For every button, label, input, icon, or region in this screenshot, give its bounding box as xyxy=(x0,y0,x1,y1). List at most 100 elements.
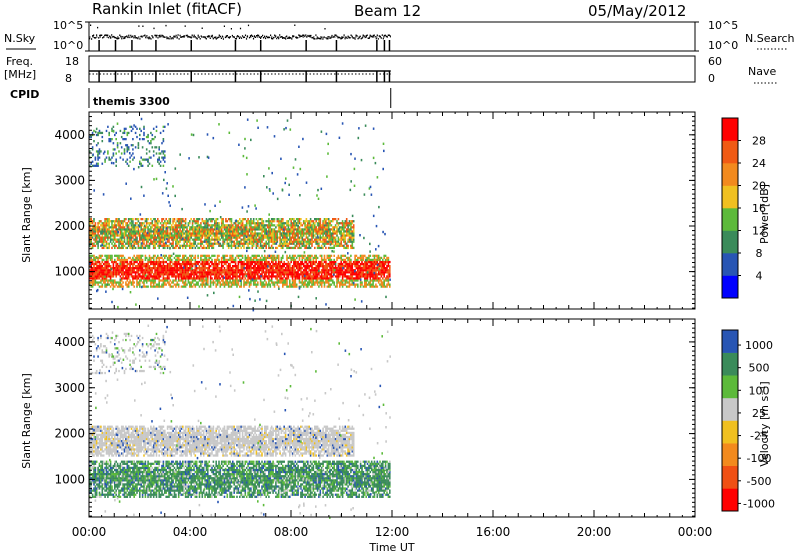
scatter-cell xyxy=(219,267,222,270)
scatter-cell xyxy=(319,265,322,268)
scatter-cell xyxy=(137,273,140,276)
scatter-cell xyxy=(175,262,177,266)
scatter-cell xyxy=(284,277,287,280)
scatter-cell xyxy=(227,236,230,239)
scatter-cell xyxy=(279,236,281,239)
scatter-cell xyxy=(159,236,162,239)
scatter-cell xyxy=(130,226,133,229)
scatter-cell xyxy=(184,277,187,280)
scatter-cell xyxy=(290,285,292,288)
scatter-cell xyxy=(225,281,227,284)
scatter-cell xyxy=(179,254,181,257)
scatter-cell xyxy=(302,281,305,284)
scatter-cell xyxy=(315,277,317,280)
scatter-cell xyxy=(198,265,201,268)
scatter-cell xyxy=(334,271,337,274)
scatter-cell xyxy=(104,277,106,280)
scatter-cell xyxy=(323,224,326,227)
scatter-cell xyxy=(114,220,116,223)
scatter-cell xyxy=(184,222,187,225)
scatter-cell xyxy=(170,265,173,268)
scatter-cell xyxy=(97,283,99,286)
scatter-cell xyxy=(207,224,209,227)
scatter-cell xyxy=(133,285,135,288)
scatter-cell xyxy=(100,265,102,268)
scatter-cell xyxy=(344,246,347,250)
scatter-cell xyxy=(250,222,252,225)
scatter-cell xyxy=(105,267,108,270)
scatter-cell xyxy=(252,275,255,278)
scatter-cell xyxy=(127,273,130,276)
scatter-cell xyxy=(264,283,266,286)
scatter-cell xyxy=(177,262,180,266)
scatter-cell xyxy=(120,232,123,235)
scatter-cell xyxy=(180,238,183,241)
scatter-cell xyxy=(290,256,292,260)
scatter-cell xyxy=(333,244,335,247)
scatter-cell xyxy=(172,279,174,282)
scatter-cell xyxy=(254,224,256,227)
scatter-cell xyxy=(387,262,390,266)
scatter-cell xyxy=(369,277,372,280)
scatter-cell xyxy=(294,283,297,286)
scatter-cell xyxy=(162,224,165,227)
scatter-cell xyxy=(298,267,301,270)
scatter-cell xyxy=(372,285,374,288)
scatter-cell xyxy=(329,240,331,243)
scatter-cell xyxy=(140,277,142,280)
scatter-cell xyxy=(223,240,226,243)
scatter-cell xyxy=(95,230,98,233)
scatter-cell xyxy=(382,271,384,274)
scatter-cell xyxy=(273,271,276,274)
scatter-cell xyxy=(90,240,92,243)
scatter-cell xyxy=(176,224,179,227)
scatter-cell xyxy=(251,242,254,245)
scatter-cell xyxy=(322,265,324,268)
scatter-cell xyxy=(198,238,201,241)
scatter-cell xyxy=(340,234,342,237)
scatter-cell xyxy=(245,283,248,286)
scatter-cell xyxy=(190,271,192,274)
scatter-cell xyxy=(115,267,117,270)
scatter-cell xyxy=(218,244,220,247)
scatter-cell xyxy=(239,234,241,237)
scatter-cell xyxy=(240,273,242,276)
scatter-cell xyxy=(152,262,155,266)
scatter-cell xyxy=(147,271,149,274)
scatter-cell xyxy=(102,275,105,278)
scatter-cell xyxy=(184,279,187,282)
scatter-cell xyxy=(287,260,290,264)
scatter-cell xyxy=(91,164,94,167)
scatter-cell xyxy=(152,240,155,243)
scatter-cell xyxy=(270,275,273,278)
scatter-cell xyxy=(164,279,166,282)
scatter-cell xyxy=(262,226,265,229)
scatter-cell xyxy=(134,260,137,264)
scatter-cell xyxy=(175,232,177,235)
scatter-cell xyxy=(350,262,352,266)
scatter-cell xyxy=(236,277,238,280)
scatter-cell xyxy=(147,228,149,231)
scatter-cell xyxy=(330,242,333,245)
scatter-cell xyxy=(382,285,384,288)
scatter-cell xyxy=(243,234,245,237)
scatter-cell xyxy=(273,228,276,231)
scatter-cell xyxy=(276,273,279,276)
scatter-cell xyxy=(162,236,165,239)
scatter-cell xyxy=(190,258,192,262)
scatter-cell xyxy=(175,246,177,250)
scatter-cell xyxy=(334,232,337,235)
scatter-cell xyxy=(97,281,99,284)
scatter-cell xyxy=(202,244,205,247)
scatter-cell xyxy=(383,256,385,260)
scatter-cell xyxy=(255,238,258,241)
scatter-cell xyxy=(336,269,338,272)
scatter-cell xyxy=(358,260,360,264)
scatter-cell xyxy=(226,281,229,284)
scatter-cell xyxy=(227,273,230,276)
scatter-cell xyxy=(150,234,152,237)
scatter-cell xyxy=(259,258,262,262)
scatter-cell xyxy=(158,267,160,270)
scatter-cell xyxy=(318,230,320,233)
scatter-cell xyxy=(236,236,238,239)
